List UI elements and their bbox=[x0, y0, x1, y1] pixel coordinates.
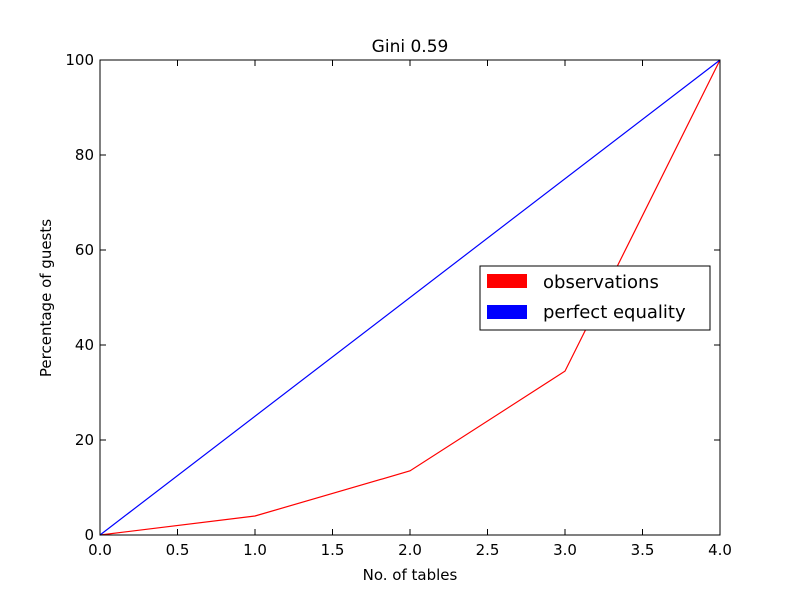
legend-label-perfect-equality: perfect equality bbox=[543, 302, 686, 323]
y-tick-label: 40 bbox=[75, 336, 94, 354]
series-line-perfect-equality bbox=[99, 59, 721, 536]
x-tick-label: 4.0 bbox=[708, 541, 732, 559]
y-tick-label: 80 bbox=[75, 146, 94, 164]
legend-swatch-perfect-equality bbox=[487, 305, 527, 319]
x-axis: 0.0 0.5 1.0 1.5 2.0 2.5 3.0 3.5 4.0 bbox=[88, 60, 732, 559]
legend-swatch-observations bbox=[487, 274, 527, 288]
x-tick-label: 0.5 bbox=[166, 541, 190, 559]
y-axis-label: Percentage of guests bbox=[37, 219, 55, 377]
y-tick-label: 60 bbox=[75, 241, 94, 259]
legend: observations perfect equality bbox=[479, 265, 711, 331]
x-tick-label: 2.5 bbox=[476, 541, 500, 559]
x-axis-label: No. of tables bbox=[363, 566, 458, 584]
x-tick-label: 0.0 bbox=[88, 541, 112, 559]
y-tick-label: 100 bbox=[65, 51, 94, 69]
y-tick-label: 0 bbox=[84, 526, 94, 544]
y-axis: 0 20 40 60 80 100 bbox=[65, 51, 720, 544]
chart-title: Gini 0.59 bbox=[372, 37, 449, 57]
x-tick-label: 1.5 bbox=[321, 541, 345, 559]
y-tick-label: 20 bbox=[75, 431, 94, 449]
x-tick-label: 2.0 bbox=[398, 541, 422, 559]
x-tick-label: 1.0 bbox=[243, 541, 267, 559]
x-tick-label: 3.0 bbox=[553, 541, 577, 559]
legend-label-observations: observations bbox=[543, 272, 659, 293]
x-tick-label: 3.5 bbox=[631, 541, 655, 559]
